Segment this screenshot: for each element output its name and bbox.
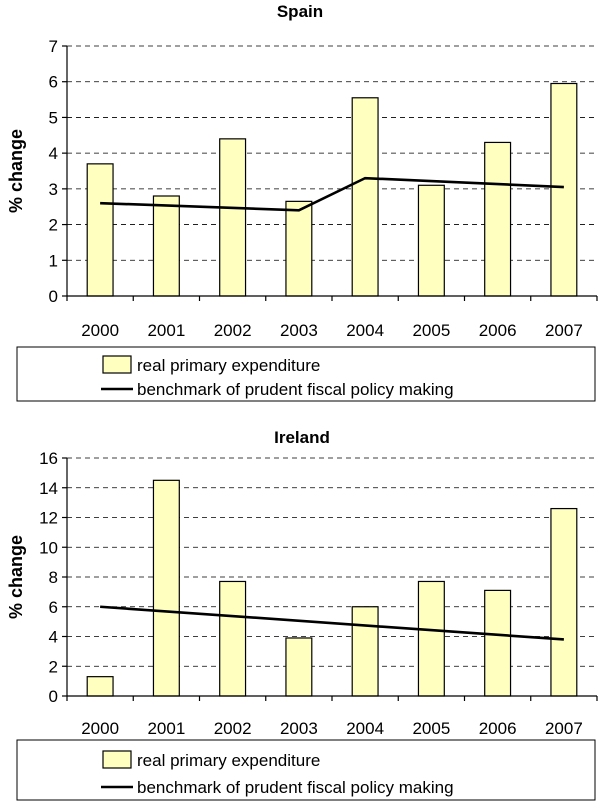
- benchmark-line: [100, 605, 564, 641]
- bar: [417, 580, 445, 697]
- x-tick-label: 2005: [412, 719, 450, 738]
- x-tick-label: 2001: [147, 321, 185, 340]
- legend-label-line: benchmark of prudent fiscal policy makin…: [137, 778, 454, 797]
- y-tick-label: 4: [49, 144, 58, 163]
- bar: [152, 479, 180, 697]
- bar: [285, 200, 313, 297]
- bar: [351, 97, 379, 297]
- x-tick-label: 2003: [280, 719, 318, 738]
- x-tick-label: 2000: [81, 719, 119, 738]
- y-tick-label: 0: [49, 287, 58, 306]
- chart-0: Spain % change 0 1 2 3 4 5 6 7 2000 2001 2002 2003 200…: [6, 2, 598, 402]
- x-tick-label: 2005: [412, 321, 450, 340]
- y-tick-label: 8: [49, 568, 58, 587]
- benchmark-line: [100, 176, 564, 212]
- bar: [219, 138, 247, 297]
- y-tick-label: 3: [49, 180, 58, 199]
- bar: [417, 184, 445, 297]
- bar: [484, 589, 512, 697]
- y-axis-label: % change: [6, 535, 26, 619]
- bar: [86, 163, 114, 297]
- x-tick-label: 2007: [545, 719, 583, 738]
- y-tick-label: 16: [39, 449, 58, 468]
- x-tick-label: 2006: [479, 719, 517, 738]
- bar: [285, 637, 313, 697]
- x-tick-label: 2006: [479, 321, 517, 340]
- bar: [351, 606, 379, 697]
- y-tick-label: 0: [49, 687, 58, 706]
- chart-title: Ireland: [274, 428, 330, 447]
- x-tick-label: 2003: [280, 321, 318, 340]
- y-tick-label: 5: [49, 108, 58, 127]
- legend-box: [16, 739, 596, 801]
- y-tick-label: 10: [39, 538, 58, 557]
- x-tick-label: 2000: [81, 321, 119, 340]
- bar: [550, 507, 578, 697]
- y-tick-label: 14: [39, 479, 58, 498]
- legend-swatch-bar: [102, 355, 132, 374]
- bar: [484, 141, 512, 297]
- x-tick-label: 2004: [346, 719, 384, 738]
- y-tick-label: 7: [49, 37, 58, 56]
- x-tick-label: 2001: [147, 719, 185, 738]
- x-tick-label: 2007: [545, 321, 583, 340]
- y-axis-label: % change: [6, 129, 26, 213]
- legend-label-line: benchmark of prudent fiscal policy makin…: [137, 380, 454, 399]
- x-tick-label: 2004: [346, 321, 384, 340]
- x-tick-label: 2002: [214, 321, 252, 340]
- bar: [152, 195, 180, 297]
- chart-title: Spain: [277, 2, 323, 21]
- y-tick-label: 6: [49, 598, 58, 617]
- y-tick-label: 2: [49, 657, 58, 676]
- y-tick-label: 4: [49, 628, 58, 647]
- y-tick-label: 1: [49, 251, 58, 270]
- x-tick-label: 2002: [214, 719, 252, 738]
- chart-1: Ireland % change 0 2 4 6 8 10 12 14 16 2000 2001 2002…: [6, 428, 598, 801]
- bar: [550, 82, 578, 297]
- bar: [86, 676, 114, 697]
- bar: [219, 580, 247, 697]
- y-tick-label: 6: [49, 73, 58, 92]
- legend-swatch-bar: [102, 750, 132, 769]
- legend-label-bar: real primary expenditure: [137, 751, 320, 770]
- legend-label-bar: real primary expenditure: [137, 356, 320, 375]
- y-tick-label: 12: [39, 509, 58, 528]
- y-tick-label: 2: [49, 216, 58, 235]
